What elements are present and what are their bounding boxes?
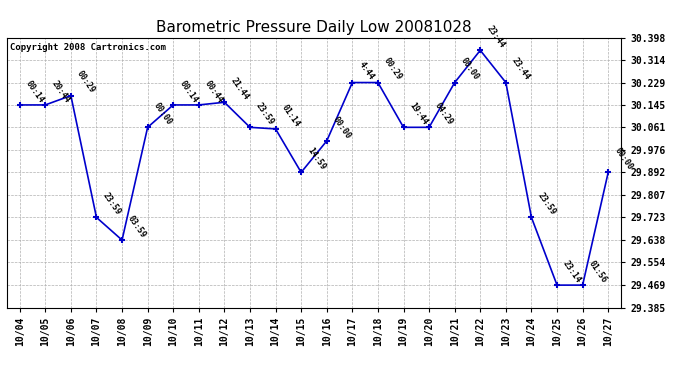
Text: 23:59: 23:59 — [254, 101, 276, 126]
Text: 23:59: 23:59 — [101, 191, 122, 217]
Text: Copyright 2008 Cartronics.com: Copyright 2008 Cartronics.com — [10, 43, 166, 52]
Text: 23:14: 23:14 — [561, 259, 583, 284]
Text: 00:00: 00:00 — [331, 114, 353, 140]
Title: Barometric Pressure Daily Low 20081028: Barometric Pressure Daily Low 20081028 — [156, 20, 472, 35]
Text: 00:00: 00:00 — [612, 146, 634, 172]
Text: 23:44: 23:44 — [484, 24, 506, 50]
Text: 00:14: 00:14 — [177, 78, 199, 104]
Text: 19:44: 19:44 — [408, 101, 429, 126]
Text: 00:29: 00:29 — [75, 69, 97, 95]
Text: 00:29: 00:29 — [382, 56, 404, 82]
Text: 00:00: 00:00 — [152, 101, 173, 126]
Text: 14:59: 14:59 — [305, 146, 327, 172]
Text: 21:44: 21:44 — [228, 76, 250, 102]
Text: 23:59: 23:59 — [535, 191, 558, 217]
Text: 00:00: 00:00 — [459, 56, 480, 82]
Text: 20:44: 20:44 — [50, 78, 71, 104]
Text: 03:59: 03:59 — [126, 214, 148, 239]
Text: 23:44: 23:44 — [510, 56, 532, 82]
Text: 00:44: 00:44 — [203, 78, 225, 104]
Text: 04:29: 04:29 — [433, 101, 455, 126]
Text: 01:56: 01:56 — [586, 259, 609, 284]
Text: 00:14: 00:14 — [24, 78, 46, 104]
Text: 4:44: 4:44 — [357, 60, 375, 82]
Text: 01:14: 01:14 — [279, 102, 302, 128]
